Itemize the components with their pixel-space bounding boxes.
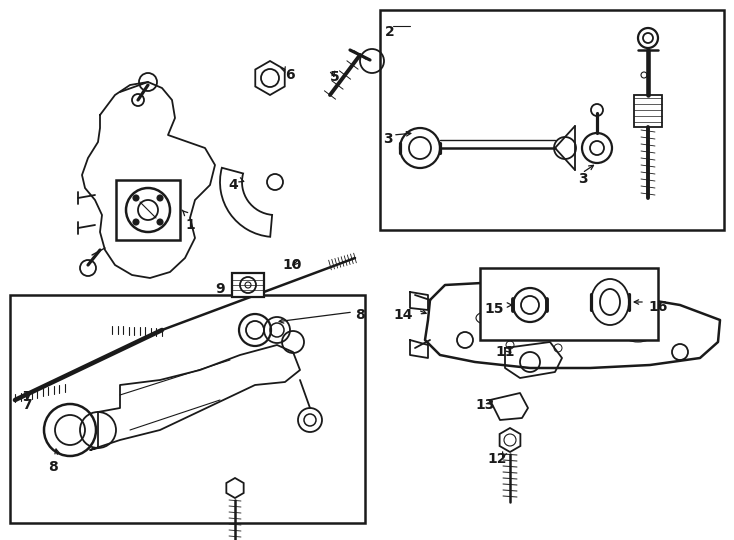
Circle shape — [133, 195, 139, 201]
Text: 8: 8 — [48, 460, 58, 474]
Text: 4: 4 — [228, 178, 238, 192]
Circle shape — [157, 219, 163, 225]
Bar — [232, 273, 264, 297]
Bar — [480, 268, 658, 340]
Bar — [116, 180, 180, 240]
Circle shape — [133, 219, 139, 225]
Text: 12: 12 — [487, 452, 506, 466]
Polygon shape — [82, 82, 215, 278]
Text: 5: 5 — [330, 70, 340, 84]
Text: 1: 1 — [185, 218, 195, 232]
Text: 7: 7 — [22, 390, 32, 404]
Bar — [380, 10, 724, 230]
Text: 16: 16 — [648, 300, 667, 314]
Text: 6: 6 — [285, 68, 294, 82]
Polygon shape — [90, 345, 300, 450]
Text: 13: 13 — [475, 398, 495, 412]
Text: 3: 3 — [383, 132, 393, 146]
Text: 15: 15 — [484, 302, 504, 316]
Text: 8: 8 — [355, 308, 365, 322]
Text: 10: 10 — [282, 258, 302, 272]
Bar — [10, 295, 365, 523]
Bar — [634, 95, 662, 127]
Text: 2: 2 — [385, 25, 395, 39]
Circle shape — [157, 195, 163, 201]
Text: 7: 7 — [22, 398, 32, 412]
Polygon shape — [425, 282, 720, 368]
Text: 11: 11 — [495, 345, 515, 359]
Text: 3: 3 — [578, 172, 588, 186]
Text: 9: 9 — [215, 282, 225, 296]
Text: 14: 14 — [393, 308, 413, 322]
